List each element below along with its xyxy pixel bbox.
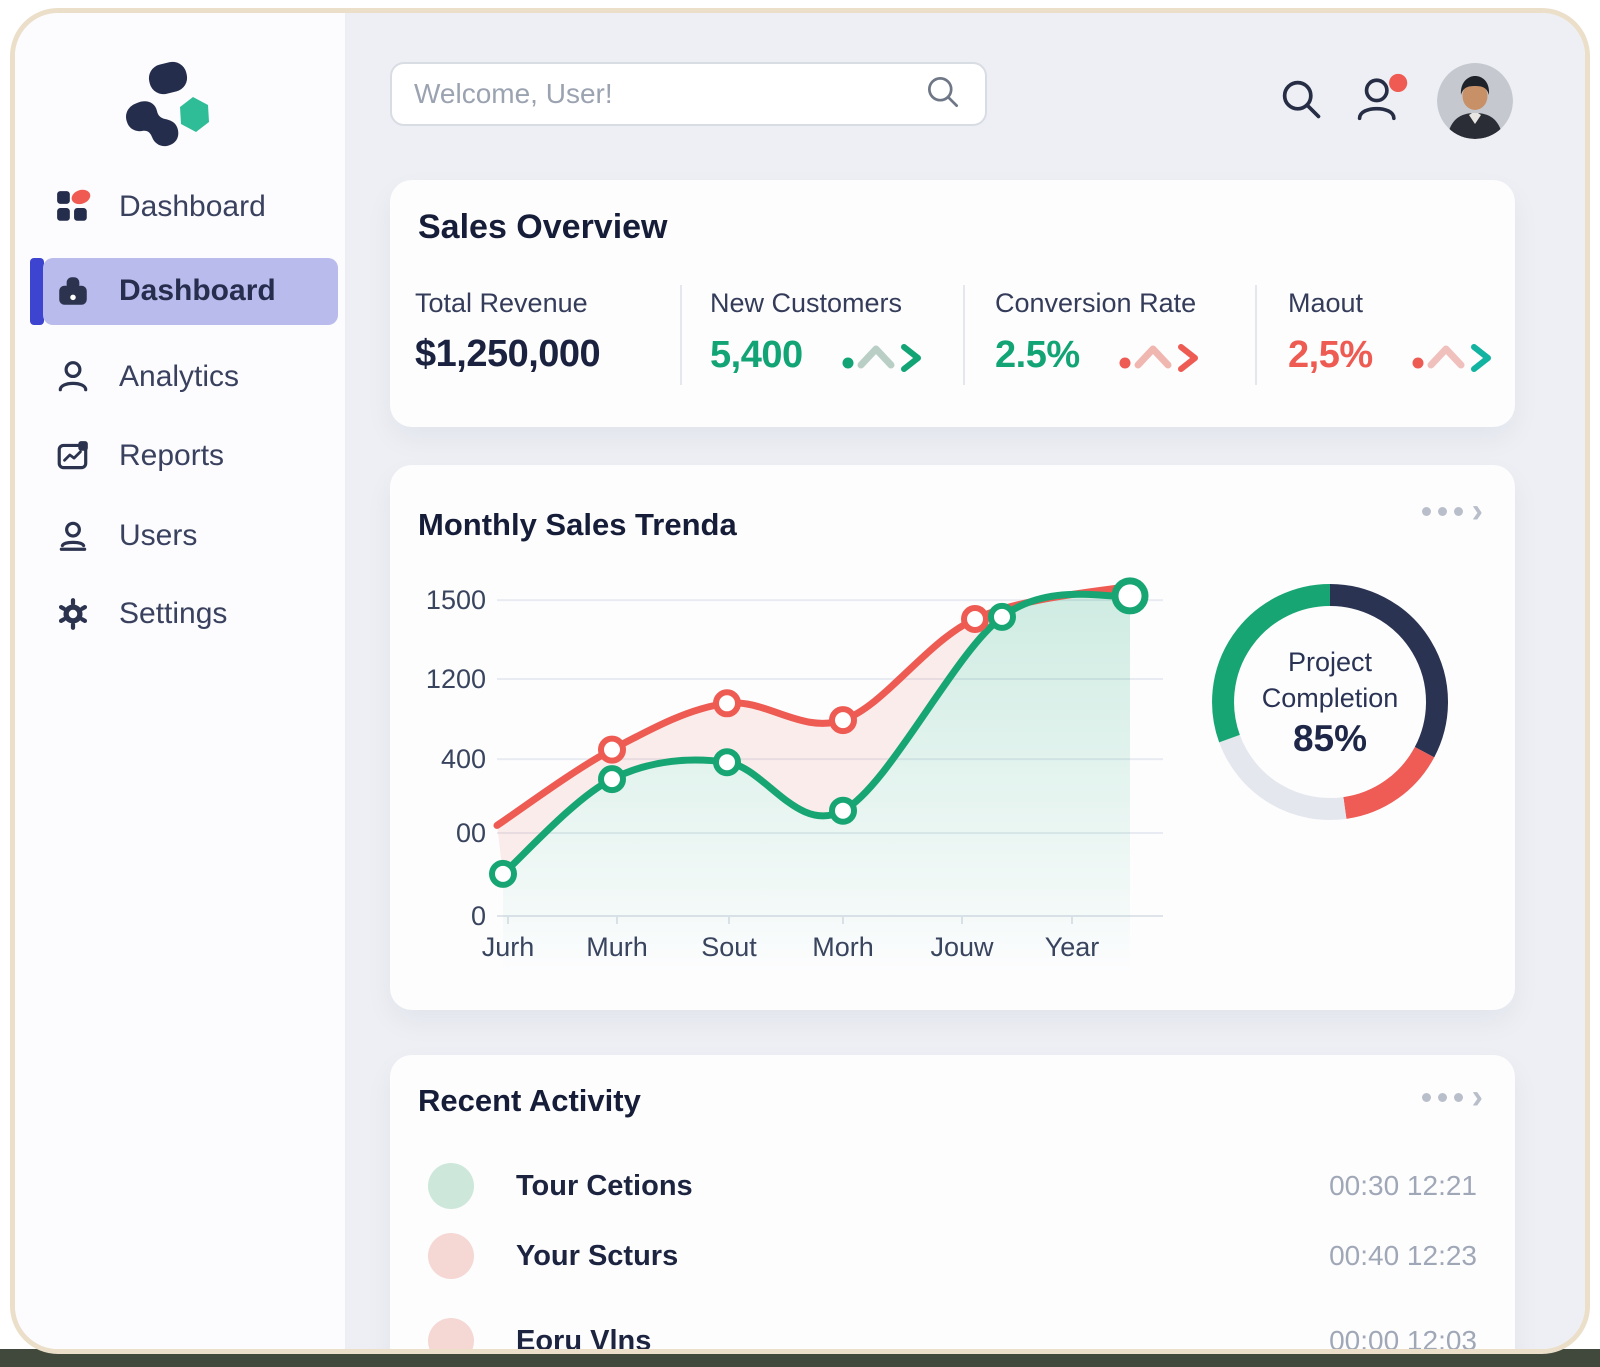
sidebar-item-dashboard-active[interactable]: Dashboard — [55, 263, 315, 319]
sidebar-item-label: Dashboard — [119, 274, 276, 307]
svg-text:Year: Year — [1045, 932, 1100, 962]
monthly-sales-card: Monthly Sales Trenda › — [390, 465, 1515, 1010]
more-menu[interactable]: › — [1421, 1080, 1483, 1114]
analytics-person-icon — [55, 359, 91, 395]
dashboard-grid-icon — [55, 189, 91, 225]
search-bar — [390, 62, 987, 126]
trend-up-icon — [842, 344, 921, 372]
svg-text:1500: 1500 — [426, 585, 486, 615]
briefcase-icon — [55, 273, 91, 309]
activity-item[interactable]: Eoru Vlns 00:00 12:03 — [428, 1313, 1477, 1354]
monthly-sales-title: Monthly Sales Trenda — [418, 507, 737, 542]
svg-text:Sout: Sout — [701, 932, 757, 962]
sales-overview-card: Sales Overview Total Revenue $1,250,000 … — [390, 180, 1515, 427]
sales-overview-title: Sales Overview — [418, 208, 668, 246]
active-nav-highlight — [43, 258, 338, 325]
search-icon[interactable] — [1277, 75, 1325, 128]
sidebar-item-dashboard[interactable]: Dashboard — [55, 179, 315, 235]
svg-text:00: 00 — [456, 818, 486, 848]
donut-segment-gray — [1219, 734, 1347, 821]
app-window: Dashboard Dashboard — [10, 8, 1590, 1354]
donut-label-line1: Project — [1287, 647, 1373, 677]
more-menu[interactable]: › — [1421, 494, 1483, 528]
sidebar-item-label: Analytics — [119, 360, 240, 393]
svg-text:Jurh: Jurh — [482, 932, 535, 962]
sidebar-item-reports[interactable]: Reports — [55, 428, 315, 484]
svg-text:0: 0 — [471, 901, 486, 931]
stat-maout: Maout 2,5% — [1288, 288, 1501, 377]
trend-up-icon — [1119, 344, 1198, 372]
svg-text:Jouw: Jouw — [930, 932, 994, 962]
svg-text:Murh: Murh — [586, 932, 648, 962]
stat-label: Conversion Rate — [995, 288, 1197, 318]
activity-time: 00:30 12:21 — [1329, 1170, 1477, 1201]
reports-icon — [55, 438, 91, 474]
stat-conversion-rate: Conversion Rate 2.5% — [995, 288, 1208, 377]
activity-dot-icon — [428, 1318, 474, 1349]
svg-text:1200: 1200 — [426, 664, 486, 694]
activity-label: Tour Cetions — [516, 1169, 693, 1202]
donut-label-line2: Completion — [1261, 683, 1399, 713]
search-input-icon[interactable] — [923, 72, 963, 117]
stat-label: New Customers — [710, 288, 903, 318]
recent-activity-card: Recent Activity › Tour Cetions 00:30 12:2… — [390, 1055, 1515, 1354]
trend-up-icon — [1412, 344, 1491, 372]
svg-text:Morh: Morh — [812, 932, 874, 962]
activity-label: Eoru Vlns — [516, 1324, 652, 1354]
activity-label: Your Scturs — [516, 1239, 679, 1272]
activity-item[interactable]: Your Scturs 00:40 12:23 — [428, 1228, 1477, 1284]
main-content: Sales Overview Total Revenue $1,250,000 … — [347, 13, 1585, 1349]
sidebar-item-label: Dashboard — [119, 190, 266, 223]
stat-value: 2.5% — [995, 333, 1080, 376]
users-icon — [55, 518, 91, 554]
donut-segment-green — [1212, 584, 1331, 743]
search-input[interactable] — [414, 78, 923, 110]
activity-time: 00:40 12:23 — [1329, 1240, 1477, 1271]
activity-item[interactable]: Tour Cetions 00:30 12:21 — [428, 1158, 1477, 1214]
stat-divider — [963, 285, 965, 385]
donut-value: 85% — [1292, 718, 1368, 759]
notifications-user-icon[interactable] — [1351, 71, 1411, 132]
activity-time: 00:00 12:03 — [1329, 1325, 1477, 1354]
sidebar-item-label: Settings — [119, 597, 228, 630]
donut-chart — [1212, 584, 1448, 821]
active-nav-indicator — [30, 258, 44, 325]
sidebar: Dashboard Dashboard — [15, 13, 347, 1349]
stat-value: 2,5% — [1288, 333, 1373, 376]
sidebar-item-settings[interactable]: Settings — [55, 586, 315, 642]
sidebar-item-analytics[interactable]: Analytics — [55, 349, 315, 405]
activity-dot-icon — [428, 1163, 474, 1209]
donut-segment-red — [1343, 746, 1435, 819]
stat-label: Total Revenue — [415, 288, 588, 318]
svg-text:400: 400 — [441, 744, 486, 774]
sidebar-item-label: Reports — [119, 439, 225, 472]
app-logo — [115, 53, 225, 168]
stat-divider — [1255, 285, 1257, 385]
recent-activity-title: Recent Activity — [418, 1083, 641, 1118]
stat-new-customers: New Customers 5,400 — [710, 288, 931, 377]
donut-center-label: Project Completion 85% — [1185, 557, 1475, 847]
sidebar-item-users[interactable]: Users — [55, 508, 315, 564]
stat-divider — [680, 285, 682, 385]
stat-value: 5,400 — [710, 333, 803, 376]
avatar[interactable] — [1437, 63, 1513, 139]
topbar-icons — [1277, 63, 1513, 139]
activity-dot-icon — [428, 1233, 474, 1279]
donut-segment-navy — [1329, 584, 1448, 758]
stat-total-revenue: Total Revenue $1,250,000 — [415, 288, 601, 376]
stat-label: Maout — [1288, 288, 1364, 318]
stat-value: $1,250,000 — [415, 333, 601, 375]
gear-icon — [55, 596, 91, 632]
sidebar-item-label: Users — [119, 519, 198, 552]
